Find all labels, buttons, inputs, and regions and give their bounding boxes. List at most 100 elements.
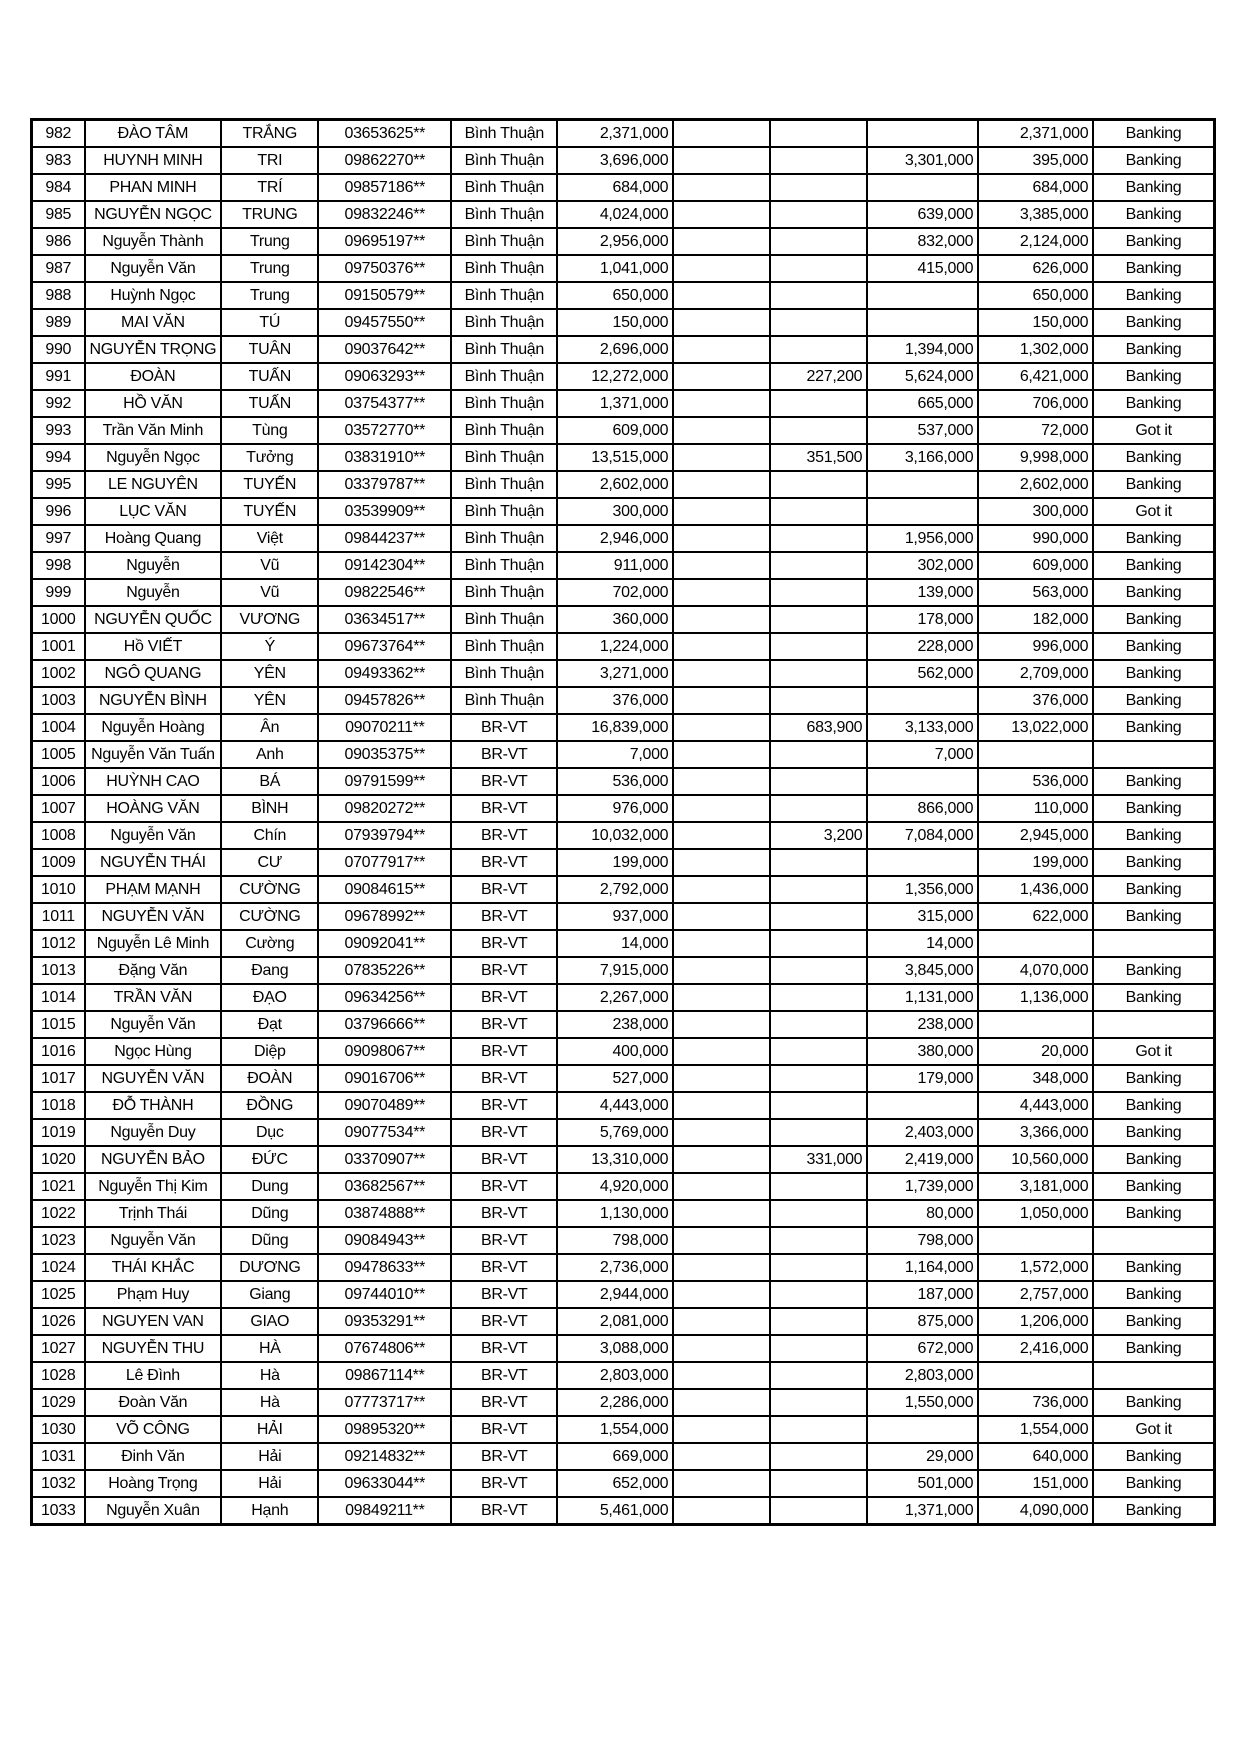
cell-row-number: 995 — [30, 470, 86, 499]
cell-province: Bình Thuận — [450, 254, 559, 283]
cell-amount-b — [769, 956, 869, 985]
cell-amount-b — [769, 173, 869, 202]
table-row: 1022 Trịnh Thái Dũng 03874888** BR-VT 1,130,0… — [30, 1199, 1216, 1228]
cell-amount-d: 300,000 — [977, 497, 1095, 526]
cell-amount-c: 80,000 — [866, 1199, 980, 1228]
cell-province: BR-VT — [450, 821, 559, 850]
cell-amount-d — [977, 929, 1095, 958]
cell-row-number: 1026 — [30, 1307, 86, 1336]
table-row: 1015 Nguyễn Văn Đạt 03796666** BR-VT 238,000 2… — [30, 1010, 1216, 1039]
cell-province: Bình Thuận — [450, 632, 559, 661]
cell-amount-main: 527,000 — [556, 1064, 675, 1093]
table-row: 1033 Nguyễn Xuân Hạnh 09849211** BR-VT 5,461,… — [30, 1496, 1216, 1526]
cell-last-name: TUÂN — [220, 335, 320, 364]
cell-amount-main: 2,956,000 — [556, 227, 675, 256]
cell-last-name: ĐOÀN — [220, 1064, 320, 1093]
cell-phone: 03796666** — [317, 1010, 453, 1039]
cell-amount-a — [672, 1010, 772, 1039]
cell-status — [1092, 1226, 1216, 1255]
cell-first-name: THÁI KHẮC — [83, 1253, 223, 1282]
table-row: 1024 THÁI KHẮC DƯƠNG 09478633** BR-VT 2,736,0… — [30, 1253, 1216, 1282]
cell-phone: 03874888** — [317, 1199, 453, 1228]
cell-first-name: Đoàn Văn — [83, 1388, 223, 1417]
table-row: 1032 Hoàng Trọng Hải 09633044** BR-VT 652,000… — [30, 1469, 1216, 1498]
cell-amount-b — [769, 416, 869, 445]
cell-amount-d: 110,000 — [977, 794, 1095, 823]
cell-amount-a — [672, 821, 772, 850]
cell-amount-b — [769, 902, 869, 931]
cell-amount-a — [672, 443, 772, 472]
cell-first-name: Nguyễn Văn — [83, 1226, 223, 1255]
cell-amount-c — [866, 1091, 980, 1120]
cell-amount-d: 2,945,000 — [977, 821, 1095, 850]
cell-last-name: YÊN — [220, 686, 320, 715]
cell-phone: 09867114** — [317, 1361, 453, 1390]
table-row: 1002 NGÔ QUANG YÊN 09493362** Bình Thuận 3,27… — [30, 659, 1216, 688]
cell-amount-d: 1,436,000 — [977, 875, 1095, 904]
cell-phone: 03379787** — [317, 470, 453, 499]
cell-phone: 09862270** — [317, 146, 453, 175]
table-row: 1018 ĐỖ THÀNH ĐỒNG 09070489** BR-VT 4,443,000… — [30, 1091, 1216, 1120]
cell-amount-c — [866, 470, 980, 499]
cell-phone: 09077534** — [317, 1118, 453, 1147]
cell-row-number: 987 — [30, 254, 86, 283]
cell-amount-a — [672, 416, 772, 445]
cell-amount-main: 2,803,000 — [556, 1361, 675, 1390]
cell-amount-main: 238,000 — [556, 1010, 675, 1039]
cell-province: BR-VT — [450, 1226, 559, 1255]
cell-province: BR-VT — [450, 713, 559, 742]
cell-amount-b — [769, 1442, 869, 1471]
cell-amount-b — [769, 146, 869, 175]
cell-phone: 09820272** — [317, 794, 453, 823]
cell-amount-b — [769, 1280, 869, 1309]
cell-amount-c — [866, 281, 980, 310]
cell-province: Bình Thuận — [450, 173, 559, 202]
cell-amount-d: 1,554,000 — [977, 1415, 1095, 1444]
cell-province: BR-VT — [450, 875, 559, 904]
cell-status: Banking — [1092, 659, 1216, 688]
cell-row-number: 1012 — [30, 929, 86, 958]
cell-amount-c: 798,000 — [866, 1226, 980, 1255]
table-row: 992 HỒ VĂN TUẤN 03754377** Bình Thuận 1,371,0… — [30, 389, 1216, 418]
cell-row-number: 1033 — [30, 1496, 86, 1526]
cell-amount-a — [672, 1064, 772, 1093]
cell-amount-c: 139,000 — [866, 578, 980, 607]
cell-amount-d: 6,421,000 — [977, 362, 1095, 391]
cell-province: BR-VT — [450, 794, 559, 823]
cell-status: Banking — [1092, 1496, 1216, 1526]
cell-first-name: ĐOÀN — [83, 362, 223, 391]
cell-phone: 09092041** — [317, 929, 453, 958]
cell-amount-a — [672, 254, 772, 283]
cell-phone: 09673764** — [317, 632, 453, 661]
cell-first-name: Đinh Văn — [83, 1442, 223, 1471]
cell-amount-b — [769, 1226, 869, 1255]
cell-amount-a — [672, 1118, 772, 1147]
cell-first-name: Phạm Huy — [83, 1280, 223, 1309]
cell-amount-a — [672, 875, 772, 904]
cell-amount-c — [866, 767, 980, 796]
cell-amount-c: 3,845,000 — [866, 956, 980, 985]
cell-province: BR-VT — [450, 1496, 559, 1526]
cell-first-name: Trần Văn Minh — [83, 416, 223, 445]
cell-amount-c: 537,000 — [866, 416, 980, 445]
cell-first-name: NGUYỄN THU — [83, 1334, 223, 1363]
cell-last-name: TUẤN — [220, 389, 320, 418]
cell-amount-d: 536,000 — [977, 767, 1095, 796]
cell-amount-a — [672, 1091, 772, 1120]
cell-first-name: NGUYỄN BÌNH — [83, 686, 223, 715]
cell-amount-c: 1,371,000 — [866, 1496, 980, 1526]
cell-amount-a — [672, 524, 772, 553]
cell-amount-c: 1,739,000 — [866, 1172, 980, 1201]
cell-phone: 09035375** — [317, 740, 453, 769]
cell-status — [1092, 740, 1216, 769]
cell-amount-main: 650,000 — [556, 281, 675, 310]
table-row: 1027 NGUYỄN THU HÀ 07674806** BR-VT 3,088,000… — [30, 1334, 1216, 1363]
cell-last-name: YÊN — [220, 659, 320, 688]
cell-row-number: 982 — [30, 118, 86, 148]
cell-row-number: 999 — [30, 578, 86, 607]
cell-first-name: Nguyễn Văn — [83, 254, 223, 283]
cell-status: Banking — [1092, 146, 1216, 175]
cell-amount-b — [769, 1253, 869, 1282]
cell-first-name: Ngọc Hùng — [83, 1037, 223, 1066]
cell-first-name: NGUYỄN VĂN — [83, 1064, 223, 1093]
